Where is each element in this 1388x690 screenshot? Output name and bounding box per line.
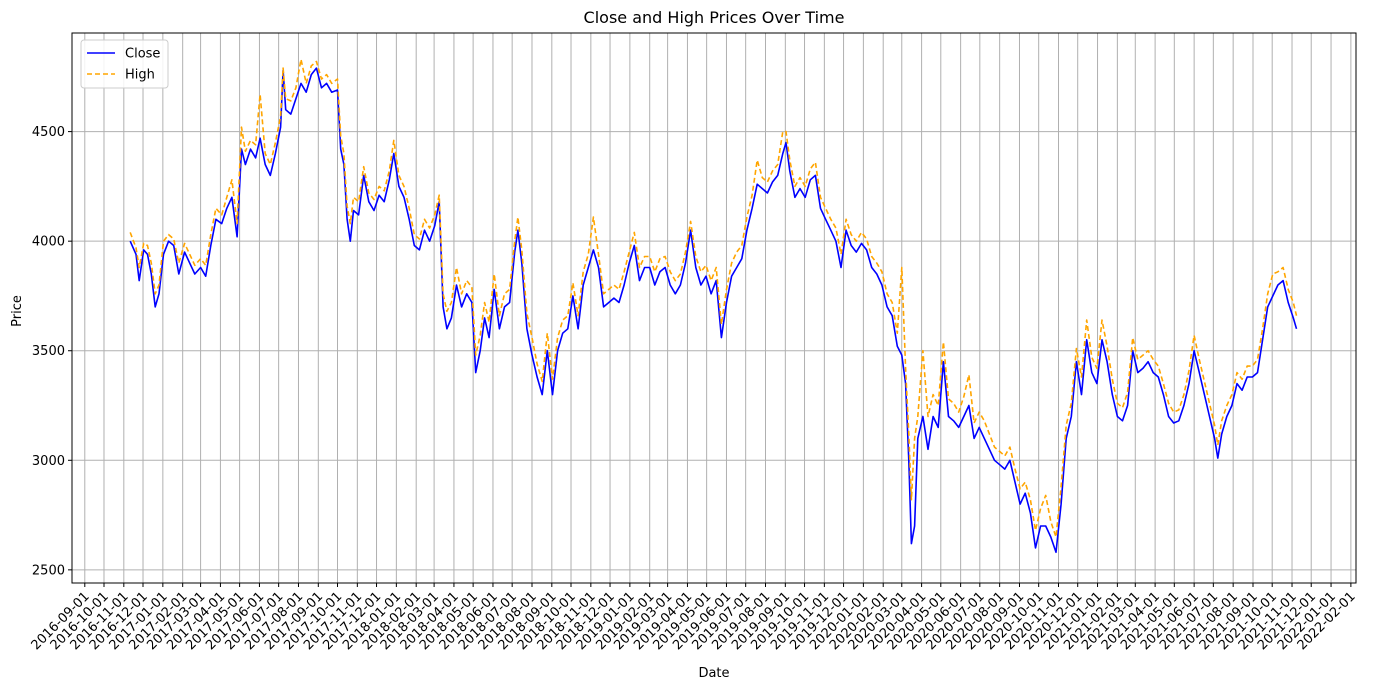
y-tick-label: 4000 xyxy=(32,235,65,250)
y-tick-label: 3500 xyxy=(32,344,65,359)
y-tick-label: 2500 xyxy=(32,563,65,578)
y-tick-label: 4500 xyxy=(32,125,65,140)
y-tick-label: 3000 xyxy=(32,454,65,469)
y-axis-title: Price xyxy=(10,295,25,327)
plot-frame xyxy=(71,32,1357,584)
y-axis: 2500 3000 3500 4000 4500 xyxy=(32,125,72,578)
chart-title: Close and High Prices Over Time xyxy=(584,8,845,27)
grid-lines xyxy=(72,33,1356,583)
series-layer xyxy=(129,58,1298,554)
series-line-close xyxy=(129,67,1298,554)
series-line-high xyxy=(129,58,1298,538)
x-axis-title: Date xyxy=(698,666,729,681)
legend-label-close: Close xyxy=(125,47,160,62)
legend: Close High xyxy=(80,39,169,89)
x-axis: 2016-09-012016-10-012016-11-012016-12-01… xyxy=(29,583,1359,653)
legend-box xyxy=(80,39,169,89)
legend-label-high: High xyxy=(125,68,155,83)
